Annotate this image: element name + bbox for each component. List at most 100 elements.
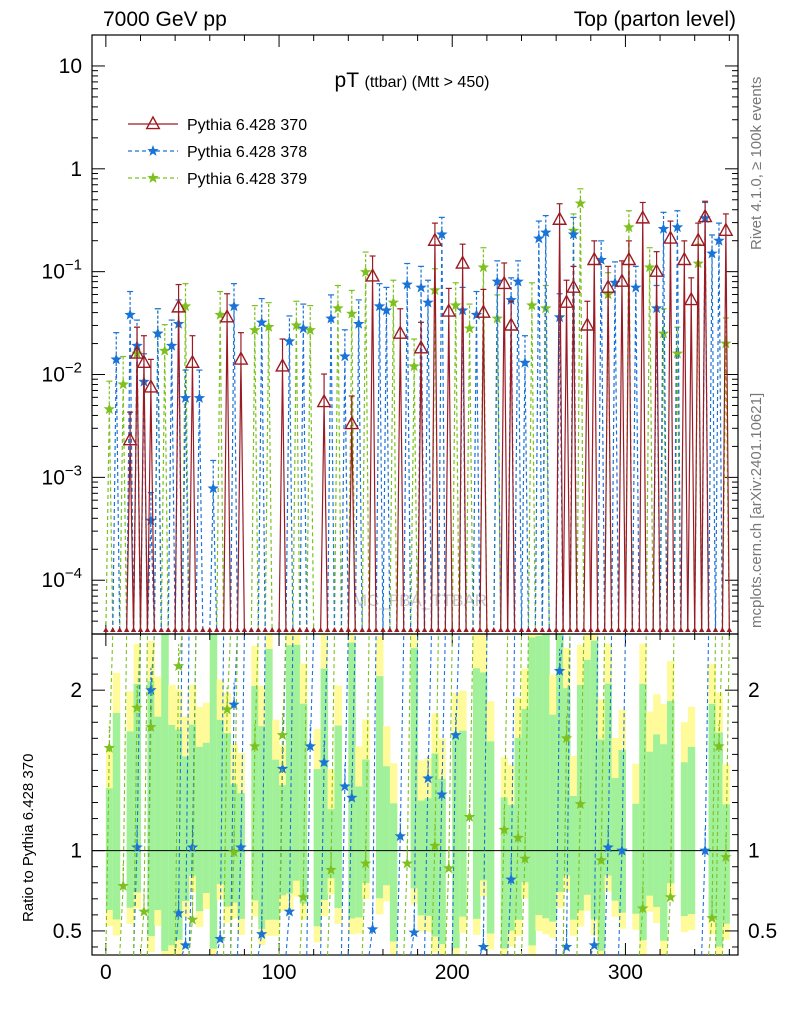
floor-marker <box>712 627 719 632</box>
band-green-bin <box>355 786 363 918</box>
band-green-bin <box>376 676 384 899</box>
floor-marker <box>470 627 476 632</box>
floor-marker <box>685 627 691 632</box>
ratio-point <box>706 912 718 923</box>
data-point <box>503 316 519 331</box>
ratio-point <box>450 729 462 740</box>
ratio-point <box>138 905 150 917</box>
data-point <box>455 255 471 269</box>
data-point <box>117 378 129 390</box>
ratio-point <box>588 939 600 951</box>
data-point <box>718 222 734 236</box>
band-green-bin <box>279 785 287 896</box>
ratio-point <box>276 729 289 740</box>
series-spike <box>631 287 640 633</box>
band-green-bin <box>313 769 322 927</box>
floor-marker <box>345 627 352 632</box>
ratio-point <box>131 841 143 853</box>
data-point <box>214 308 226 320</box>
floor-marker <box>103 627 109 632</box>
ratio-point <box>602 841 614 853</box>
series-2 <box>103 188 732 633</box>
band-green-bin <box>133 683 141 893</box>
data-point <box>339 350 351 362</box>
data-point <box>713 234 725 246</box>
data-point <box>316 393 332 408</box>
series-spike <box>513 281 523 633</box>
data-point <box>413 339 429 354</box>
series-spike <box>132 353 142 633</box>
band-green-bin <box>646 751 654 896</box>
floor-marker <box>491 627 497 632</box>
floor-marker <box>387 627 393 632</box>
floor-marker <box>588 627 594 632</box>
series-spike <box>126 440 135 633</box>
data-point <box>249 324 261 335</box>
series-spike <box>714 240 724 633</box>
floor-marker <box>207 627 213 632</box>
data-point <box>179 300 192 312</box>
ratio-point <box>256 928 268 939</box>
ratio-point <box>283 905 296 917</box>
floor-marker <box>692 627 698 632</box>
floor-marker <box>317 627 324 632</box>
ratio-spike <box>444 634 453 955</box>
floor-marker <box>560 627 566 632</box>
data-point <box>635 209 651 224</box>
band-green-bin <box>479 672 488 881</box>
data-point <box>600 279 616 293</box>
ratio-frame <box>91 633 739 956</box>
band-green-bin <box>438 778 446 945</box>
band-green-bin <box>632 803 640 914</box>
floor-marker <box>123 627 130 632</box>
ratio-spike <box>230 634 239 955</box>
ratio-point <box>443 862 455 874</box>
floor-marker <box>338 627 345 632</box>
data-point <box>124 308 136 320</box>
rivet-version-label: Rivet 4.1.0, ≥ 100k events <box>748 76 765 250</box>
series-spike <box>694 240 703 633</box>
band-green-bin <box>660 744 668 941</box>
series-spike <box>437 234 446 633</box>
ratio-point <box>325 863 337 875</box>
floor-marker <box>186 627 192 632</box>
ratio-point <box>505 873 517 885</box>
ratio-spike <box>403 634 412 955</box>
data-point <box>325 312 337 324</box>
data-point <box>422 296 434 308</box>
series-spike <box>257 322 266 633</box>
y-tick-label: 10−3 <box>42 462 82 489</box>
series-spike <box>285 341 294 633</box>
series-spike <box>451 305 460 633</box>
data-point <box>145 514 157 526</box>
series-spike <box>562 302 571 633</box>
series-spike <box>326 318 336 633</box>
floor-marker <box>331 627 338 632</box>
series-spike <box>673 353 682 633</box>
band-green-bin <box>161 634 169 951</box>
data-point <box>519 356 531 368</box>
band-green-bin <box>105 788 114 910</box>
band-green-bin <box>126 731 135 908</box>
floor-marker <box>705 627 712 632</box>
data-point <box>256 316 268 328</box>
band-green-bin <box>535 635 543 915</box>
data-point <box>332 302 344 314</box>
ratio-spike <box>430 634 439 955</box>
floor-marker <box>608 627 615 632</box>
series-spike <box>597 259 606 633</box>
data-point <box>380 304 393 316</box>
floor-marker <box>518 627 525 632</box>
legend: Pythia 6.428 370 Pythia 6.428 378 Pythia 6… <box>128 115 307 188</box>
series-spike <box>320 402 329 633</box>
floor-marker <box>248 627 255 632</box>
floor-marker <box>151 627 158 632</box>
series-spike <box>223 317 232 633</box>
ratio-tick-label-right: 0.5 <box>748 920 777 943</box>
legend-marker <box>147 145 159 156</box>
data-point <box>233 351 249 365</box>
ratio-point <box>172 907 185 919</box>
series-spike <box>209 488 218 633</box>
band-green-bin <box>182 756 190 902</box>
series-spike <box>534 238 543 633</box>
